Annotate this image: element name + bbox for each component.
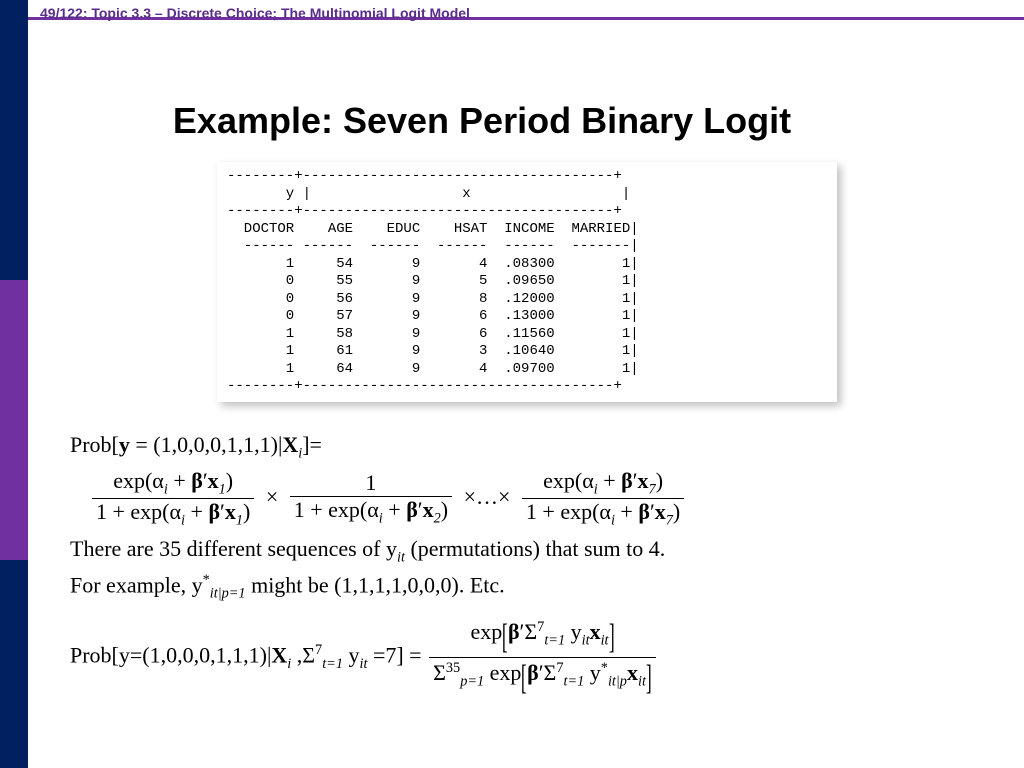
x-sub-i-2: i [287, 656, 291, 672]
sub-itp1: it|p=1 [210, 586, 246, 602]
slide-content: Example: Seven Period Binary Logit -----… [70, 100, 984, 704]
table-head-yx: y | x | [227, 186, 630, 202]
text-2a: For example, y [70, 572, 203, 597]
frac-2: 1 1 + exp(αi + β′x2) [290, 470, 452, 527]
prob2b: =7] = [367, 642, 427, 667]
likelihood-product: exp(αi + β′x1) 1 + exp(αi + β′x1) × 1 1 … [90, 468, 984, 530]
conditional-frac: exp[β′Σ7t=1 yitxit] Σ35p=1 exp[β′Σ7t=1 y… [429, 617, 656, 698]
sub-it: it [397, 549, 405, 565]
table-row: 1 58 9 6 .11560 1| [227, 326, 639, 342]
table-rule: --------+-------------------------------… [227, 203, 622, 219]
table-rule: --------+-------------------------------… [227, 168, 622, 184]
explanation-1: There are 35 different sequences of yit … [70, 536, 984, 566]
left-stripe-middle [0, 280, 28, 560]
table-row: 0 55 9 5 .09650 1| [227, 273, 639, 289]
explanation-2: For example, y*it|p=1 might be (1,1,1,1,… [70, 572, 984, 603]
text-1a: There are 35 different sequences of y [70, 536, 397, 561]
table-row: 0 56 9 8 .12000 1| [227, 291, 639, 307]
x-bold: X [282, 432, 298, 457]
table-row: 0 57 9 6 .13000 1| [227, 308, 639, 324]
times-icon: × [266, 484, 278, 509]
close-eq: ]= [302, 432, 322, 457]
slide-title: Example: Seven Period Binary Logit [40, 100, 924, 142]
prob2-label: Prob[y=(1,0,0,0,1,1,1)| [70, 642, 271, 667]
frac-1: exp(αi + β′x1) 1 + exp(αi + β′x1) [92, 468, 254, 530]
prob-expression-head: Prob[y = (1,0,0,0,1,1,1)|Xi]= [70, 432, 984, 462]
math-block: Prob[y = (1,0,0,0,1,1,1)|Xi]= exp(αi + β… [70, 432, 984, 698]
table-row: 1 54 9 4 .08300 1| [227, 256, 639, 272]
sum-sub-t1a: t=1 [322, 656, 343, 672]
left-stripe-bottom [0, 560, 28, 768]
conditional-prob: Prob[y=(1,0,0,0,1,1,1)|Xi ,Σ7t=1 yit =7]… [70, 617, 984, 698]
text-2b: might be (1,1,1,1,0,0,0). Etc. [251, 572, 505, 597]
table-rule: ------ ------ ------ ------ ------ -----… [227, 238, 639, 254]
y-vector: = (1,0,0,0,1,1,1)| [130, 432, 282, 457]
x-bold-2: X [271, 642, 287, 667]
table-row: 1 64 9 4 .09700 1| [227, 361, 639, 377]
sup-star: * [203, 572, 210, 588]
times-icon: ×…× [464, 484, 511, 509]
table-row: 1 61 9 3 .10640 1| [227, 343, 639, 359]
y-bold: y [119, 432, 130, 457]
text-1b: (permutations) that sum to 4. [410, 536, 665, 561]
data-table: --------+-------------------------------… [217, 162, 837, 402]
prob-label: Prob[ [70, 432, 119, 457]
table-rule: --------+-------------------------------… [227, 378, 622, 394]
table-head-cols: DOCTOR AGE EDUC HSAT INCOME MARRIED| [227, 221, 639, 237]
slide-header: 49/122: Topic 3.3 – Discrete Choice; The… [40, 5, 470, 21]
frac-7: exp(αi + β′x7) 1 + exp(αi + β′x7) [522, 468, 684, 530]
left-stripe-top [0, 0, 28, 280]
